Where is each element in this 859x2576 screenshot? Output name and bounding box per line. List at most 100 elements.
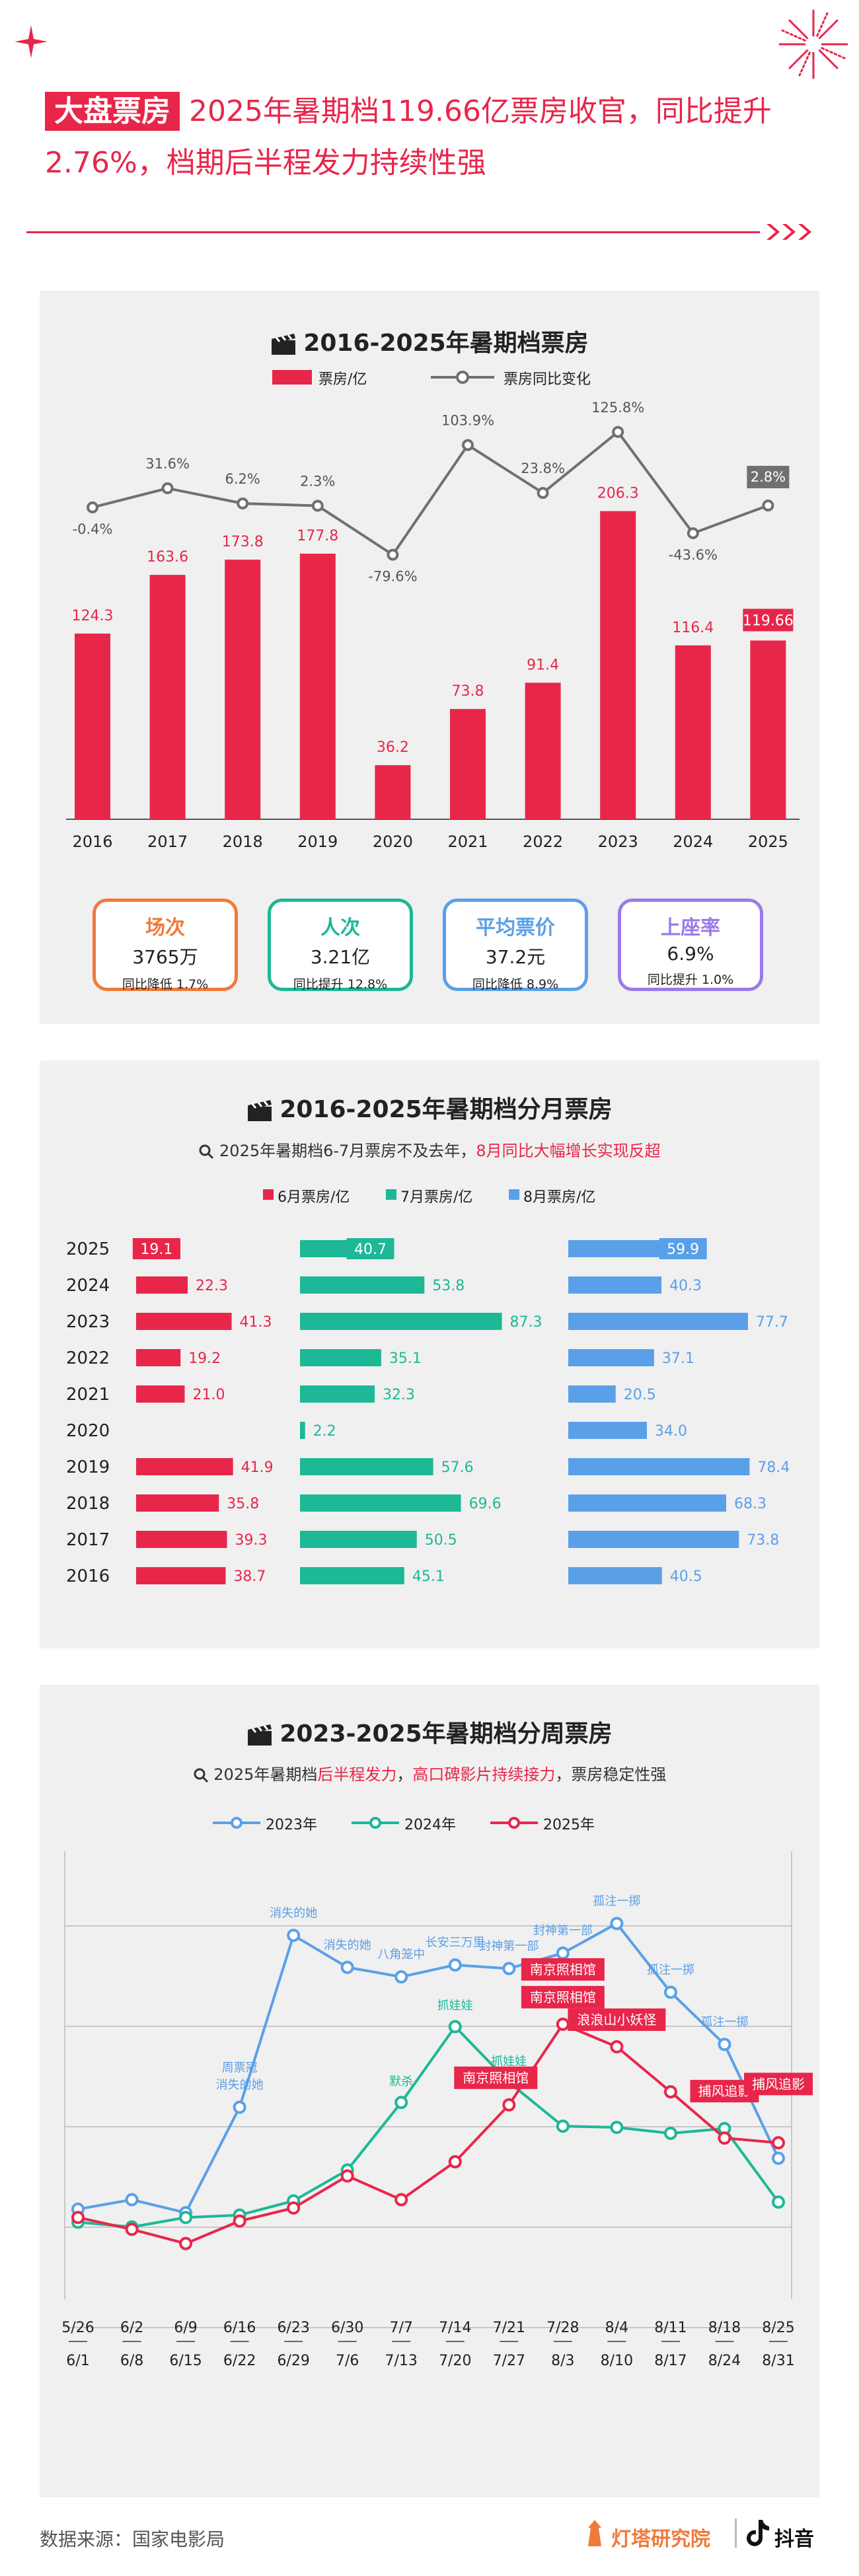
label-box — [346, 1238, 394, 1259]
legend-jul-label: 7月票房/亿 — [400, 1189, 473, 1206]
yoy-point — [537, 487, 549, 499]
bar-value-label: 78.4 — [757, 1459, 790, 1476]
x-tick-label-start: 6/30 — [331, 2320, 363, 2336]
yoy-point — [237, 497, 249, 510]
series-line-2025年 — [77, 2022, 779, 2245]
bar-2023 — [600, 511, 636, 819]
annotation-label: 周票冠 — [222, 2061, 258, 2075]
chart2-subtitle: 2025年暑期档6-7月票房不及去年，8月同比大幅增长实现反超 — [0, 1138, 859, 1161]
kpi-title: 人次 — [320, 916, 360, 939]
yoy-point — [687, 527, 699, 540]
y-tick-label: 2019 — [66, 1457, 110, 1477]
bar-7月票房/亿-2020 — [300, 1422, 305, 1439]
bar-7月票房/亿-2021 — [300, 1385, 375, 1403]
bar-value-label: 35.1 — [389, 1350, 422, 1367]
title-headline: 2025年暑期档119.66亿票房收官，同比提升2.76%，档期后半程发力持续性… — [45, 94, 772, 180]
series-point — [772, 2136, 785, 2150]
legend-2023-swatch — [213, 1817, 260, 1829]
bar-8月票房/亿-2020 — [568, 1422, 647, 1439]
clapperboard-icon — [248, 1100, 272, 1121]
bar-value-label: 35.8 — [227, 1496, 259, 1512]
bar-value-label: 39.3 — [235, 1532, 268, 1549]
bar-8月票房/亿-2022 — [568, 1349, 654, 1366]
bar-2020 — [375, 765, 411, 819]
bar-value-label: 22.3 — [196, 1278, 228, 1294]
x-tick-label: 2019 — [297, 832, 338, 851]
y-tick-label: 2024 — [66, 1276, 110, 1296]
y-tick-label: 2020 — [66, 1421, 110, 1441]
series-point — [287, 2201, 301, 2215]
series-point — [125, 2193, 139, 2207]
bar-2019 — [299, 554, 336, 819]
yoy-point — [762, 499, 774, 512]
bar-2024 — [675, 645, 711, 819]
series-point — [394, 2096, 408, 2110]
series-point — [394, 2193, 408, 2207]
kpi-sub: 同比降低 1.7% — [122, 977, 209, 992]
yoy-label: -79.6% — [368, 569, 417, 585]
annotation-label: 浪浪山小妖怪 — [577, 2012, 656, 2028]
kpi-value: 6.9% — [667, 943, 714, 965]
legend-2025-label: 2025年 — [543, 1817, 595, 1833]
bar-8月票房/亿-2017 — [568, 1531, 739, 1548]
bar-value-label: 206.3 — [597, 486, 639, 502]
x-tick-label-start: 6/9 — [174, 2320, 197, 2336]
bar-8月票房/亿-2023 — [568, 1313, 748, 1330]
bar-8月票房/亿-2019 — [568, 1458, 750, 1475]
magnifier-icon — [194, 1768, 208, 1783]
x-tick-label-end: 6/1 — [66, 2353, 89, 2369]
legend-aug-swatch — [509, 1189, 519, 1200]
bar-2017 — [149, 575, 186, 819]
bar-value-label: 177.8 — [297, 528, 338, 544]
series-point — [663, 2085, 677, 2099]
series-point — [448, 2020, 462, 2034]
bar-value-label: 32.3 — [383, 1387, 415, 1403]
annotation-label: 消失的她 — [324, 1938, 371, 1952]
clapperboard-icon — [272, 334, 296, 355]
series-point — [610, 2120, 624, 2134]
title-divider — [26, 231, 760, 233]
y-tick-label: 2023 — [66, 1312, 110, 1332]
bar-value-label: 19.1 — [140, 1241, 172, 1258]
x-tick-label: 2018 — [223, 832, 263, 851]
bar-6月票房/亿-2022 — [136, 1349, 181, 1366]
bar-2016 — [75, 633, 110, 819]
annotation-label: 南京照相馆 — [463, 2070, 529, 2086]
monthly-box-office-chart: 2025 19.1 40.7 59.9 2024 22.3 53.8 40.3 2023 41.3… — [66, 1238, 790, 1586]
series-point — [233, 2214, 246, 2228]
bar-value-label: 173.8 — [222, 534, 264, 550]
bar-6月票房/亿-2017 — [136, 1531, 227, 1548]
series-point — [556, 1946, 570, 1960]
legend-2024-label: 2024年 — [404, 1817, 456, 1833]
x-tick-label-start: 8/25 — [762, 2320, 794, 2336]
bar-value-label: 50.5 — [425, 1532, 457, 1549]
x-tick-label-start: 7/7 — [390, 2320, 413, 2336]
bar-6月票房/亿-2019 — [136, 1458, 233, 1475]
series-point — [448, 2155, 462, 2168]
bar-value-label: 163.6 — [147, 549, 188, 566]
bar-2018 — [225, 560, 261, 819]
bar-8月票房/亿-2016 — [568, 1567, 662, 1584]
legend-line-swatch — [431, 371, 494, 384]
series-point — [179, 2236, 193, 2250]
yoy-line — [92, 429, 769, 557]
series-point — [556, 2119, 570, 2133]
annotation-box — [454, 2066, 538, 2089]
bar-value-label: 57.6 — [441, 1459, 474, 1476]
kpi-title: 场次 — [145, 916, 185, 939]
annual-box-office-chart: 124.3 2016 163.6 2017 173.8 2018 177.8 2019 36.2… — [66, 400, 800, 851]
kpi-card-screenings: 场次 3765万 同比降低 1.7% — [93, 899, 238, 992]
x-tick-label-end: 7/27 — [493, 2353, 525, 2369]
x-tick-label: 2023 — [598, 832, 638, 851]
bar-value-label: 36.2 — [377, 739, 409, 756]
yoy-label: 2.8% — [751, 469, 786, 485]
bar-value-label: 38.7 — [233, 1568, 266, 1585]
series-line-2023年 — [77, 1921, 780, 2215]
series-point — [718, 2038, 731, 2051]
magnifier-icon — [199, 1144, 214, 1159]
yoy-point — [462, 439, 474, 451]
series-point — [663, 1985, 677, 1999]
kpi-title: 上座率 — [661, 916, 720, 939]
series-point — [340, 1960, 354, 1974]
kpi-sub: 同比提升 12.8% — [293, 977, 388, 992]
